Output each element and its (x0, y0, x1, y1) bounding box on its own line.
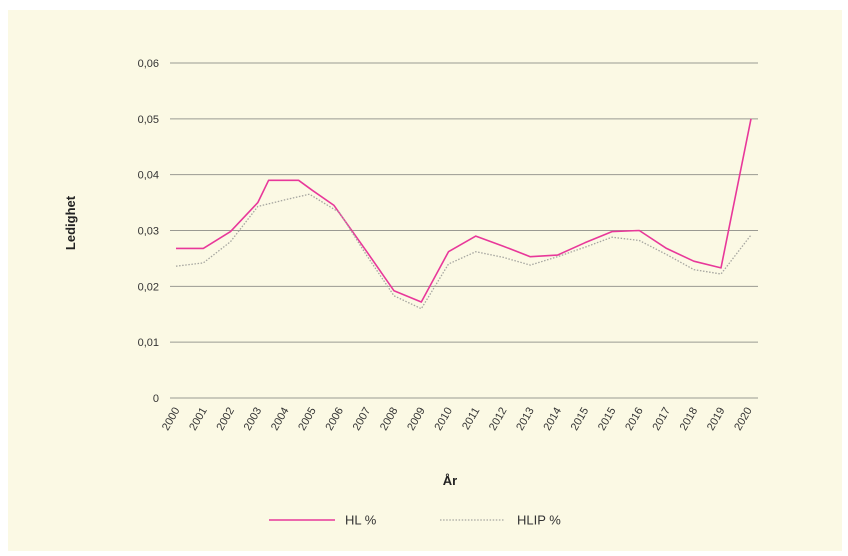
legend: HL % HLIP % (269, 513, 561, 528)
x-tick-label: 2018 (678, 406, 701, 433)
y-tick-label: 0,05 (138, 114, 159, 126)
x-tick-label: 2015 (569, 406, 592, 433)
legend-label-hlip: HLIP % (517, 513, 561, 528)
x-tick-label: 2016 (623, 406, 646, 433)
x-tick-label: 2002 (214, 406, 237, 433)
x-tick-label: 2000 (160, 406, 183, 433)
x-tick-label: 2020 (732, 406, 755, 433)
x-tick-label: 2011 (460, 406, 482, 432)
line-chart: 00,010,020,030,040,050,06 2000 2001 2002 20… (63, 58, 758, 528)
x-tick-label: 2003 (242, 406, 265, 433)
legend-label-hl: HL % (345, 513, 377, 528)
y-axis-ticks: 0 0,01 0,02 0,03 0,04 0,05 0,06 (138, 58, 159, 405)
y-tick-label: 0,04 (138, 170, 159, 182)
x-tick-label: 2017 (650, 406, 673, 433)
x-tick-label: 2008 (378, 406, 401, 433)
x-tick-label: 2009 (405, 406, 428, 433)
y-tick-label: 0,02 (138, 281, 159, 293)
gridlines (170, 62, 758, 399)
y-tick-label: 0,06 (138, 58, 159, 70)
series-line-hl (176, 118, 752, 303)
x-tick-label: 2019 (705, 406, 728, 433)
series-line-hlip (175, 193, 752, 310)
x-axis-ticks: 2000 2001 2002 2003 2004 2005 2006 2007 2008 2009… (160, 406, 755, 433)
x-tick-label: 2012 (487, 406, 510, 433)
x-tick-label: 2007 (351, 406, 374, 433)
x-tick-label: 2006 (323, 406, 346, 433)
x-tick-label: 2004 (269, 406, 292, 433)
x-tick-label: 2010 (432, 406, 455, 433)
series-lines (175, 118, 752, 310)
y-tick-label: 0,01 (138, 337, 159, 349)
y-tick-label: 0,03 (138, 226, 159, 238)
x-tick-label: 2013 (514, 406, 537, 433)
y-axis-label: Ledighet (63, 195, 78, 250)
x-tick-label: 2005 (296, 406, 319, 433)
y-tick-label: 0 (153, 393, 159, 405)
x-tick-label: 2015 (596, 406, 619, 433)
x-axis-label: År (443, 473, 457, 488)
x-tick-label: 2001 (187, 406, 210, 433)
x-tick-label: 2014 (541, 406, 564, 433)
chart-panel: 0 0,01 0,02 0,03 0,04 0,05 0,06 2000 2001 2002 20… (8, 10, 842, 551)
